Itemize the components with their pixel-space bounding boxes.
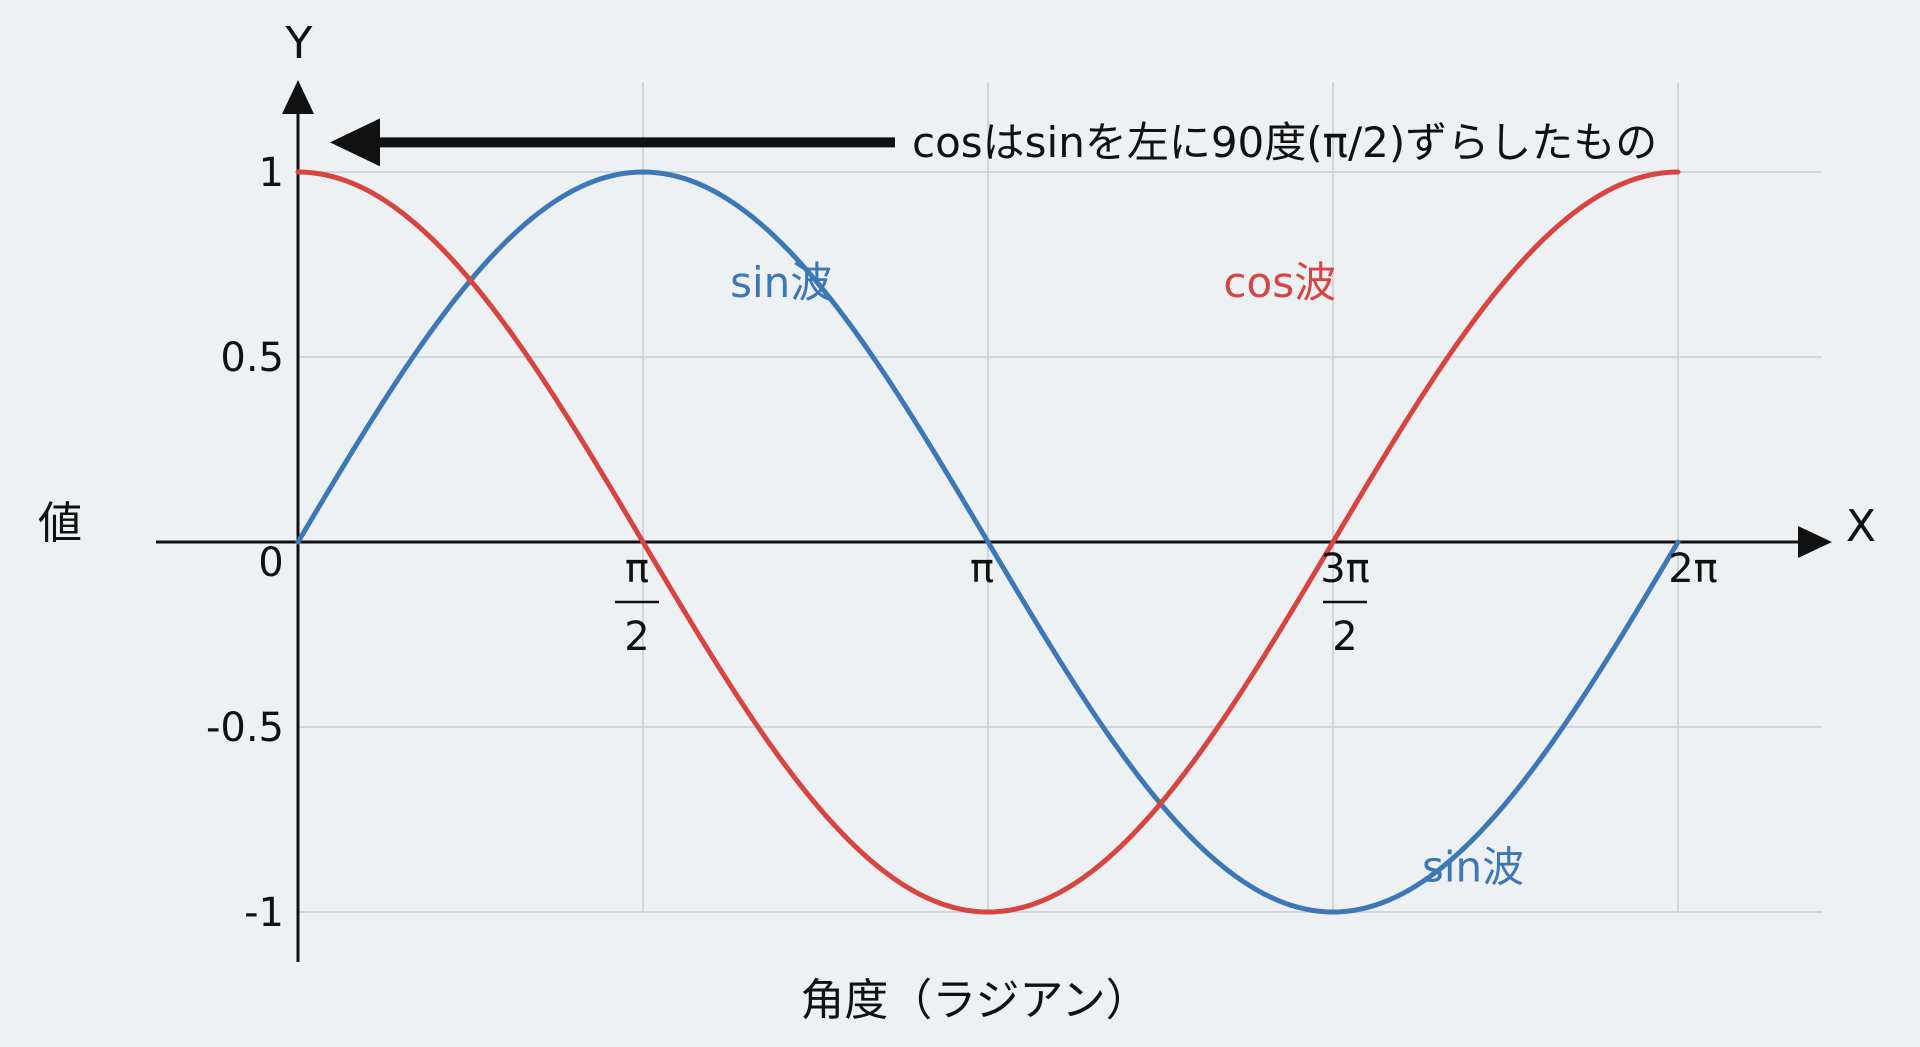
labels: X Y 値 角度（ラジアン） cosはsinを左に90度(π/2)ずらしたもの …	[38, 18, 1876, 1026]
annotation-text: cosはsinを左に90度(π/2)ずらしたもの	[912, 118, 1657, 167]
x-tick-numerator: π	[625, 546, 649, 592]
y-axis-letter: Y	[285, 18, 313, 69]
sin-curve	[295, 169, 1681, 915]
x-tick-label: 0	[258, 540, 283, 586]
y-tick-label: 0.5	[220, 335, 284, 381]
grid	[298, 82, 1822, 913]
axes	[156, 80, 1832, 962]
cos-series-label: cos波	[1223, 258, 1336, 307]
x-tick-numerator: π	[970, 546, 994, 592]
y-axis-arrowhead	[282, 80, 314, 114]
x-tick-denominator: 2	[1332, 614, 1357, 660]
curves	[295, 169, 1681, 915]
sin-series-label: sin波	[1422, 843, 1524, 892]
y-axis-title: 値	[38, 498, 82, 549]
y-tick-label: 1	[259, 150, 284, 196]
x-axis-arrowhead	[1798, 526, 1832, 558]
annotation-arrowhead	[330, 118, 380, 167]
y-tick-label: -1	[244, 890, 284, 936]
x-tick-denominator: 2	[624, 614, 649, 660]
sin-series-label: sin波	[730, 258, 832, 307]
x-axis-title: 角度（ラジアン）	[800, 975, 1149, 1026]
y-tick-label: -0.5	[206, 705, 284, 751]
x-tick-numerator: 3π	[1320, 546, 1370, 592]
x-axis-letter: X	[1846, 501, 1876, 552]
x-tick-numerator: 2π	[1668, 546, 1718, 592]
cos-curve	[295, 169, 1681, 915]
